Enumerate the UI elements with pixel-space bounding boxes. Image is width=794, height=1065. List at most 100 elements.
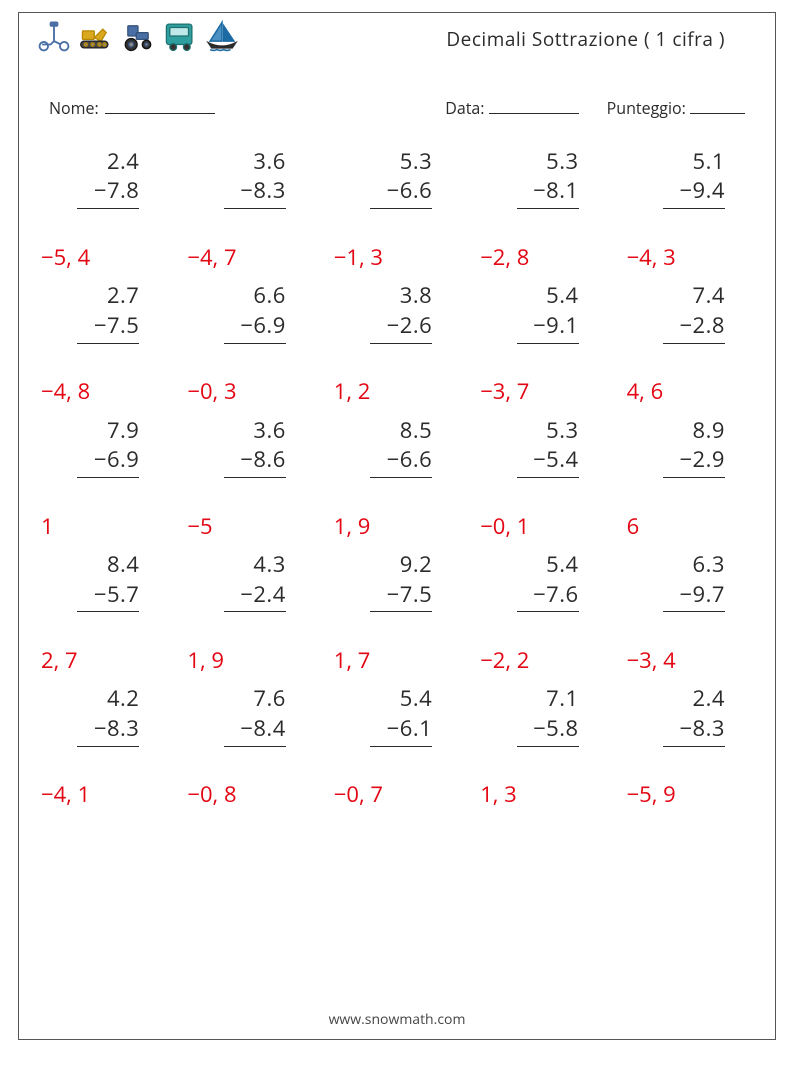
problem-cell: 5.4−9.1−3, 7 — [472, 281, 614, 375]
meta-row: Nome: Data: Punteggio: — [19, 60, 775, 119]
worksheet-page: Decimali Sottrazione ( 1 cifra ) Nome: D… — [18, 12, 776, 1040]
name-blank[interactable] — [105, 96, 215, 114]
problem-rule — [224, 208, 286, 209]
subtrahend: −9.1 — [533, 311, 579, 341]
bus-icon — [163, 19, 197, 58]
problem-cell: 3.6−8.3−4, 7 — [179, 147, 321, 241]
problem-cell: 3.8−2.61, 2 — [326, 281, 468, 375]
minuend: 6.3 — [693, 550, 725, 580]
minuend: 8.4 — [107, 550, 139, 580]
problem-cell: 2.4−7.8−5, 4 — [33, 147, 175, 241]
subtrahend: −9.7 — [679, 580, 725, 610]
subtrahend: −7.8 — [94, 176, 140, 206]
worksheet-title: Decimali Sottrazione ( 1 cifra ) — [446, 26, 765, 52]
minuend: 6.6 — [253, 281, 285, 311]
minuend: 5.4 — [546, 550, 578, 580]
problem-rule — [224, 746, 286, 747]
problem-rule — [517, 208, 579, 209]
problem-rule — [663, 746, 725, 747]
subtrahend: −7.6 — [533, 580, 579, 610]
subtrahend: −2.8 — [679, 311, 725, 341]
minuend: 8.9 — [693, 416, 725, 446]
minuend: 7.1 — [546, 684, 578, 714]
answer: 1, 2 — [326, 379, 371, 403]
problem-rule — [77, 343, 139, 344]
problem-rule — [370, 746, 432, 747]
problem-rule — [663, 477, 725, 478]
subtrahend: −5.4 — [533, 445, 579, 475]
answer: −2, 8 — [472, 245, 529, 269]
minuend: 4.2 — [107, 684, 139, 714]
answer: −4, 7 — [179, 245, 236, 269]
subtrahend: −8.1 — [533, 176, 579, 206]
minuend: 3.6 — [253, 416, 285, 446]
problem-cell: 7.9−6.91 — [33, 416, 175, 510]
answer: −0, 8 — [179, 782, 236, 806]
minuend: 7.6 — [253, 684, 285, 714]
header-icons — [29, 19, 239, 58]
subtrahend: −5.7 — [94, 580, 140, 610]
score-blank[interactable] — [690, 96, 745, 114]
excavator-icon — [79, 19, 113, 58]
answer: −4, 8 — [33, 379, 90, 403]
answer: 1, 7 — [326, 648, 371, 672]
subtrahend: −8.3 — [679, 714, 725, 744]
problem-rule — [370, 611, 432, 612]
name-label: Nome: — [49, 97, 99, 119]
problem-cell: 3.6−8.6−5 — [179, 416, 321, 510]
subtrahend: −8.4 — [240, 714, 286, 744]
date-label: Data: — [445, 97, 484, 119]
answer: 1, 3 — [472, 782, 517, 806]
problem-rule — [370, 208, 432, 209]
minuend: 5.3 — [400, 147, 432, 177]
subtrahend: −2.4 — [240, 580, 286, 610]
answer: 4, 6 — [619, 379, 664, 403]
sailboat-icon — [205, 19, 239, 58]
problems-grid: 2.4−7.8−5, 43.6−8.3−4, 75.3−6.6−1, 35.3−… — [19, 119, 775, 779]
meta-date: Data: — [445, 96, 578, 119]
answer: 1 — [33, 514, 54, 538]
answer: 1, 9 — [326, 514, 371, 538]
minuend: 4.3 — [253, 550, 285, 580]
problem-rule — [224, 477, 286, 478]
answer: −4, 3 — [619, 245, 676, 269]
subtrahend: −8.3 — [240, 176, 286, 206]
problem-rule — [224, 343, 286, 344]
minuend: 5.4 — [546, 281, 578, 311]
answer: 2, 7 — [33, 648, 78, 672]
date-blank[interactable] — [489, 96, 579, 114]
minuend: 7.4 — [693, 281, 725, 311]
problem-rule — [517, 746, 579, 747]
minuend: 5.4 — [400, 684, 432, 714]
problem-cell: 5.3−6.6−1, 3 — [326, 147, 468, 241]
problem-cell: 7.1−5.81, 3 — [472, 684, 614, 778]
problem-cell: 7.4−2.84, 6 — [619, 281, 761, 375]
minuend: 3.6 — [253, 147, 285, 177]
problem-cell: 5.4−7.6−2, 2 — [472, 550, 614, 644]
answer: −3, 7 — [472, 379, 529, 403]
header: Decimali Sottrazione ( 1 cifra ) — [19, 13, 775, 60]
minuend: 8.5 — [400, 416, 432, 446]
problem-cell: 5.3−8.1−2, 8 — [472, 147, 614, 241]
problem-cell: 2.7−7.5−4, 8 — [33, 281, 175, 375]
problem-cell: 5.1−9.4−4, 3 — [619, 147, 761, 241]
answer: −3, 4 — [619, 648, 676, 672]
footer-url: www.snowmath.com — [19, 1010, 775, 1029]
minuend: 5.3 — [546, 416, 578, 446]
problem-cell: 8.4−5.72, 7 — [33, 550, 175, 644]
subtrahend: −6.6 — [387, 176, 433, 206]
problem-rule — [517, 477, 579, 478]
minuend: 3.8 — [400, 281, 432, 311]
answer: −4, 1 — [33, 782, 90, 806]
problem-rule — [77, 208, 139, 209]
subtrahend: −8.6 — [240, 445, 286, 475]
answer: −5, 4 — [33, 245, 90, 269]
problem-cell: 5.4−6.1−0, 7 — [326, 684, 468, 778]
subtrahend: −6.1 — [387, 714, 433, 744]
problem-rule — [517, 611, 579, 612]
minuend: 7.9 — [107, 416, 139, 446]
subtrahend: −5.8 — [533, 714, 579, 744]
problem-cell: 6.6−6.9−0, 3 — [179, 281, 321, 375]
subtrahend: −9.4 — [679, 176, 725, 206]
problem-cell: 5.3−5.4−0, 1 — [472, 416, 614, 510]
